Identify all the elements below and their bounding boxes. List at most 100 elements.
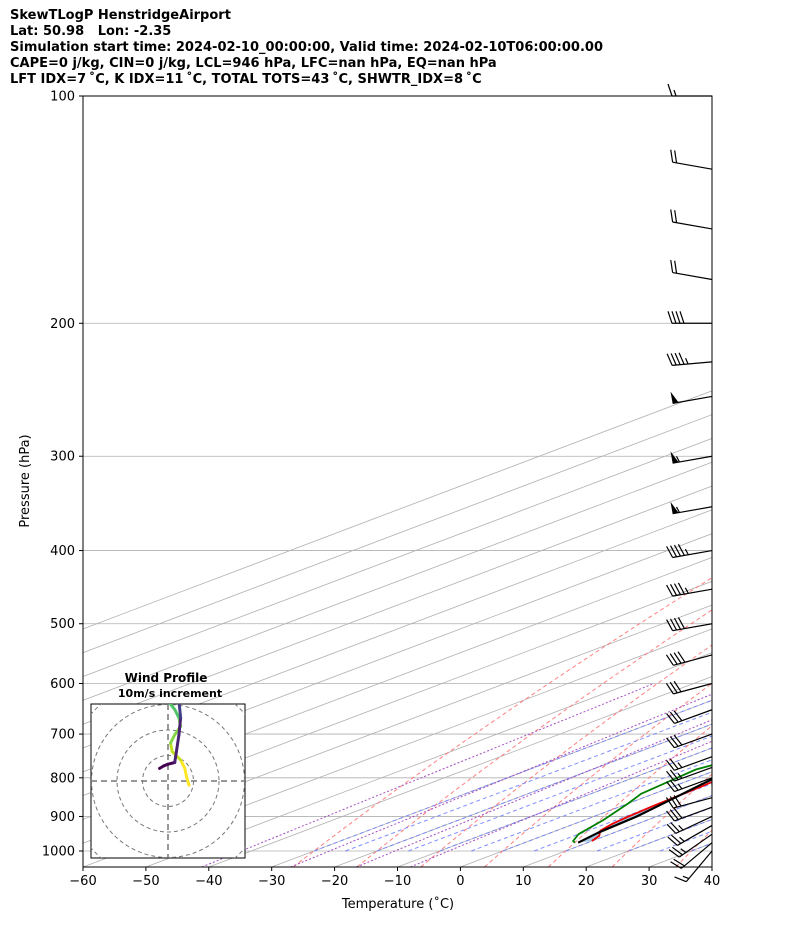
isotherm [523, 795, 712, 867]
dry-adiabat [547, 725, 712, 867]
barb-half [678, 824, 684, 831]
hodograph-segment [149, 630, 152, 640]
isotherm [775, 96, 794, 867]
barb-full [669, 545, 678, 558]
barb-half [684, 548, 689, 556]
moist-adiabat [471, 759, 712, 852]
barb-full [669, 736, 679, 747]
isotherm [460, 771, 712, 867]
barb-staff [680, 842, 713, 869]
hodograph-low-segment [174, 733, 181, 754]
wind-barb [666, 806, 713, 822]
barb-full [677, 651, 686, 663]
barb-staff [672, 623, 713, 632]
isotherm [711, 866, 712, 867]
hodograph-low-segment [173, 750, 178, 764]
hodograph-segment [169, 733, 177, 745]
barb-full [666, 713, 675, 724]
barb-full [673, 652, 682, 664]
barb-staff [677, 824, 713, 846]
barb-half [684, 587, 689, 594]
barb-full [674, 150, 678, 164]
wind-barb [670, 501, 713, 515]
x-tick-label: −40 [195, 874, 222, 889]
parcel-line [577, 777, 712, 844]
moist-adiabat [345, 711, 712, 852]
moist-adiabat [723, 96, 794, 851]
moist-adiabat [408, 735, 712, 852]
barb-full [670, 259, 674, 273]
barb-staff [674, 777, 713, 793]
hodograph-low-segment [177, 716, 183, 737]
y-tick-label: 1000 [42, 845, 75, 860]
wind-barb [670, 391, 713, 404]
barb-full [666, 760, 675, 771]
temperature-line [591, 780, 712, 842]
barb-full [669, 653, 678, 665]
wind-barb [670, 451, 713, 464]
isotherm [83, 604, 712, 844]
barb-staff [674, 709, 713, 724]
barb-full [677, 544, 685, 556]
barb-full [669, 758, 679, 770]
sounding-lines [572, 764, 712, 844]
wind-barb [666, 733, 713, 749]
mixing-ratio-line [201, 683, 655, 867]
barb-full [670, 209, 674, 223]
barb-full [674, 210, 678, 223]
barb-full [669, 796, 678, 808]
barb-full [671, 311, 677, 324]
x-tick-label: −50 [132, 874, 159, 889]
barb-full [673, 617, 682, 630]
wind-barb [666, 709, 713, 724]
wind-barb [665, 680, 713, 695]
hodograph-low-segment [177, 704, 183, 720]
barb-staff [678, 833, 713, 858]
y-tick-label: 400 [50, 544, 75, 559]
barb-full [669, 711, 679, 723]
barb-half [682, 875, 690, 880]
barb-full [668, 849, 680, 858]
hodograph-segment [164, 659, 167, 667]
hodograph-segment [173, 707, 181, 720]
barb-full [667, 83, 673, 97]
y-tick-label: 200 [50, 317, 75, 332]
wind-barb [665, 651, 713, 666]
barb-staff [674, 756, 713, 771]
wind-barb [665, 795, 713, 809]
x-tick-label: 30 [641, 874, 658, 889]
barb-staff [685, 850, 713, 883]
mixing-ratio-line [290, 693, 712, 867]
barb-half [680, 848, 687, 854]
hodograph-segment [151, 608, 158, 616]
isotherm [586, 818, 712, 867]
chart-header: SkewTLogP HenstridgeAirport Lat: 50.98 L… [10, 8, 603, 88]
barb-full [673, 734, 683, 746]
moist-adiabat [313, 699, 712, 852]
isotherm [334, 723, 712, 867]
barb-full [673, 583, 682, 596]
moist-adiabat [502, 771, 712, 852]
barb-half [679, 836, 685, 842]
x-tick-label: −20 [321, 874, 348, 889]
moist-adiabat [628, 818, 712, 852]
barb-full [673, 680, 682, 693]
inset-subtitle: 10m/s increment [118, 687, 222, 700]
barb-full [674, 260, 678, 274]
y-axis-label: Pressure (hPa) [18, 434, 33, 527]
x-tick-label: −60 [69, 874, 96, 889]
wind-barb [670, 209, 713, 230]
x-tick-label: −30 [258, 874, 285, 889]
barb-full [674, 876, 687, 883]
isotherm [271, 699, 712, 867]
barb-flag [670, 451, 679, 464]
barb-full [666, 353, 673, 366]
wind-barb [666, 617, 713, 632]
wind-barb [667, 311, 712, 324]
barb-full [678, 352, 685, 365]
y-tick-label: 300 [50, 450, 75, 465]
barb-half [677, 762, 683, 768]
barb-full [669, 809, 679, 820]
barb-half [675, 456, 681, 463]
barb-staff [672, 588, 713, 597]
